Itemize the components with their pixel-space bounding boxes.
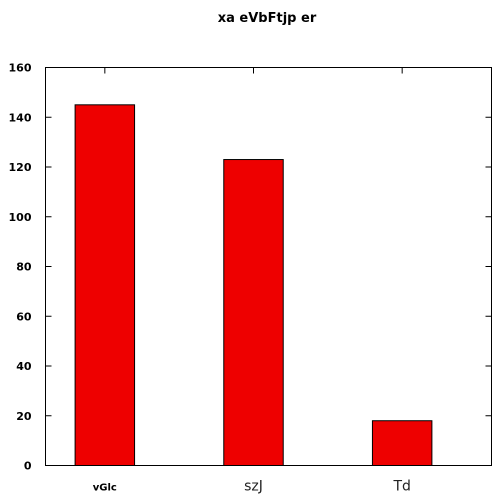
chart-title: xa eVbFtjp er — [218, 11, 317, 26]
y-axis: 0 20 40 60 80 100 120 140 160 — [9, 62, 492, 473]
y-tick-label: 60 — [16, 310, 32, 323]
y-tick-label: 160 — [9, 62, 32, 75]
y-tick-label: 120 — [9, 161, 32, 174]
bar-szJ — [223, 159, 284, 466]
bar-Td — [371, 420, 433, 467]
y-tick-label: 140 — [9, 111, 32, 124]
x-tick-label: szJ — [244, 479, 263, 495]
x-axis: vGlc szJ Td — [93, 67, 411, 495]
bar-vGlc — [74, 104, 136, 466]
y-tick-label: 40 — [16, 360, 32, 373]
y-tick-label: 0 — [24, 460, 32, 473]
x-tick-label: vGlc — [93, 483, 117, 494]
y-tick-label: 80 — [16, 261, 32, 274]
y-tick-label: 20 — [16, 410, 32, 423]
y-tick-label: 100 — [9, 211, 32, 224]
x-tick-label: Td — [392, 479, 410, 495]
bars — [74, 104, 433, 467]
